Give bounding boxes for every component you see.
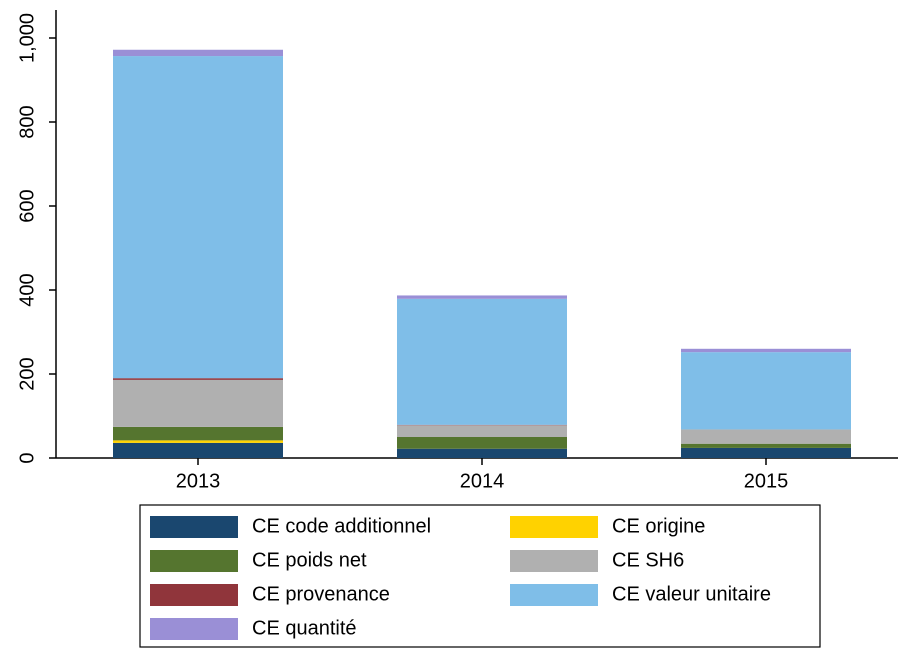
- y-tick-label: 400: [16, 273, 38, 306]
- y-tick-label: 800: [16, 105, 38, 138]
- bar-segment: [397, 298, 567, 425]
- legend-label: CE quantité: [252, 617, 357, 639]
- bar-segment: [397, 295, 567, 299]
- bar-segment: [681, 447, 851, 458]
- legend-swatch: [150, 584, 238, 606]
- y-tick-label: 1,000: [16, 13, 38, 63]
- legend-swatch: [150, 550, 238, 572]
- bar-segment: [113, 378, 283, 380]
- y-tick-label: 0: [16, 452, 38, 463]
- bar-segment: [681, 443, 851, 448]
- legend-label: CE SH6: [612, 549, 684, 571]
- legend-swatch: [510, 550, 598, 572]
- x-tick-label: 2015: [744, 470, 789, 492]
- x-tick-label: 2014: [460, 470, 505, 492]
- legend-label: CE poids net: [252, 549, 367, 571]
- bar-segment: [113, 440, 283, 443]
- x-tick-label: 2013: [176, 470, 221, 492]
- bar-segment: [113, 49, 283, 57]
- legend-swatch: [510, 516, 598, 538]
- legend-swatch: [150, 618, 238, 640]
- legend-swatch: [150, 516, 238, 538]
- bar-segment: [113, 379, 283, 427]
- bar-segment: [397, 425, 567, 437]
- legend-label: CE origine: [612, 515, 705, 537]
- bar-segment: [397, 437, 567, 449]
- y-tick-label: 200: [16, 357, 38, 390]
- legend-box: [139, 504, 821, 648]
- y-tick-label: 600: [16, 189, 38, 222]
- legend-label: CE code additionnel: [252, 515, 431, 537]
- legend-label: CE provenance: [252, 583, 390, 605]
- bar-segment: [681, 348, 851, 353]
- legend-label: CE valeur unitaire: [612, 583, 771, 605]
- bar-segment: [397, 448, 567, 458]
- bar-segment: [681, 352, 851, 430]
- bar-segment: [113, 442, 283, 458]
- bar-segment: [113, 426, 283, 441]
- legend-swatch: [510, 584, 598, 606]
- bar-segment: [113, 56, 283, 379]
- bar-segment: [681, 429, 851, 444]
